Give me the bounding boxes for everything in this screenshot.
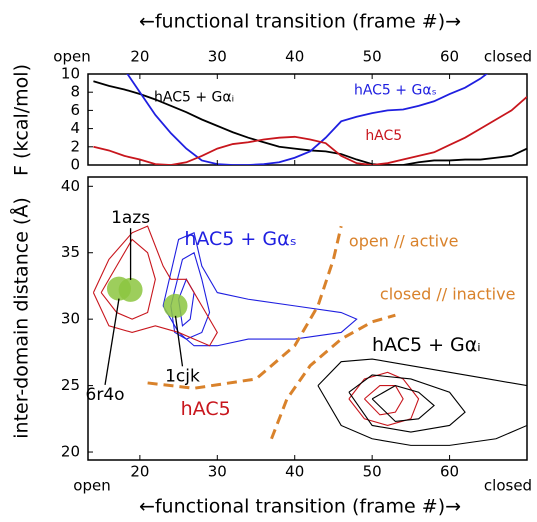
x-tick-label: 20 (130, 463, 149, 481)
x-tick-label: 30 (208, 463, 227, 481)
series-label: hAC5 + Gαₛ (354, 82, 437, 98)
series-label: hAC5 (181, 398, 231, 420)
y-tick-label: 6 (70, 101, 80, 119)
series-line (126, 74, 488, 165)
structure-label: 1cjk (165, 366, 200, 386)
y-tick-label: 0 (70, 156, 80, 174)
x-tick-label: 40 (285, 48, 304, 66)
y-tick-label: 10 (61, 65, 80, 83)
structure-label: 6r4o (86, 385, 125, 405)
contour-ring (100, 238, 156, 320)
y-tick-label: 2 (70, 137, 80, 155)
x-tick-label: 20 (130, 48, 149, 66)
y-tick-label: 30 (61, 310, 80, 328)
y-tick-label: 35 (61, 243, 80, 261)
boundary-line (147, 225, 343, 390)
y-tick-label: 40 (61, 177, 80, 195)
top-x-title: ←functional transition (frame #)→ (139, 11, 461, 33)
structure-marker (163, 293, 188, 318)
boundary-label: closed // inactive (380, 285, 516, 304)
series-label: hAC5 + Gαᵢ (154, 90, 234, 106)
bottom-frame (87, 176, 528, 461)
boundary-line (270, 313, 396, 440)
contour-ring (317, 358, 527, 446)
contour-ring (371, 385, 435, 423)
contour-ring (348, 374, 466, 433)
closed-label: closed (484, 477, 532, 495)
y-tick-label: 25 (61, 376, 80, 394)
bottom-x-title: ←functional transition (frame #)→ (139, 496, 461, 518)
top-plot (93, 74, 527, 165)
x-tick-label: 30 (208, 48, 227, 66)
contour-ring (364, 385, 404, 416)
series-label: hAC5 (365, 128, 402, 144)
series-label: hAC5 + Gαᵢ (372, 334, 481, 356)
top-frame (87, 73, 528, 166)
x-tick-label: 40 (285, 463, 304, 481)
x-tick-label: 60 (440, 48, 459, 66)
boundary-label: open // active (349, 232, 459, 251)
contour-ring (348, 371, 420, 427)
contour-ring (92, 225, 218, 347)
closed-label: closed (484, 48, 532, 66)
y-tick-label: 20 (61, 443, 80, 461)
y-tick-label: 8 (70, 83, 80, 101)
open-label: open (73, 477, 110, 495)
arrow (174, 315, 184, 367)
arrow (104, 298, 120, 386)
top-y-title: F (kcal/mol) (11, 64, 33, 176)
structure-label: 1azs (111, 208, 150, 228)
y-tick-label: 4 (70, 119, 80, 137)
x-tick-label: 50 (363, 463, 382, 481)
series-line (93, 96, 527, 165)
bottom-plot (92, 225, 527, 446)
series-label: hAC5 + Gαₛ (184, 228, 296, 250)
x-tick-label: 50 (363, 48, 382, 66)
open-label: open (53, 48, 90, 66)
structure-marker (106, 276, 131, 301)
bottom-y-title: inter-domain distance (Å) (10, 197, 33, 438)
x-tick-label: 60 (440, 463, 459, 481)
contour-ring (178, 278, 195, 327)
contour-ring (162, 232, 358, 347)
